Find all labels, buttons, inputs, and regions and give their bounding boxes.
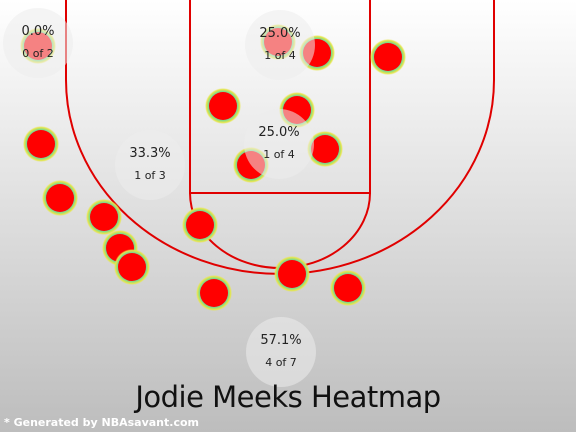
shot-marker [23,126,59,162]
shot-dot [334,274,362,302]
zone-count: 0 of 2 [22,47,54,60]
chart-title: Jodie Meeks Heatmap [135,380,441,414]
zone-bubble [246,317,316,387]
shot-marker [205,88,241,124]
shot-dot [311,135,339,163]
zone-left-corner-high: 0.0% 0 of 2 [3,8,73,78]
shot-marker [307,131,343,167]
zone-labels: 0.0% 0 of 2 25.0% 1 of 4 33.3% 1 of 3 25.0% 1 o… [3,8,316,387]
zone-count: 1 of 3 [134,169,166,182]
shot-dot [200,279,228,307]
zone-paint-mid: 25.0% 1 of 4 [244,109,314,179]
zone-percentage: 33.3% [129,146,170,161]
zone-percentage: 0.0% [21,24,54,39]
zone-bubble [115,130,185,200]
zone-top-of-key: 57.1% 4 of 7 [246,317,316,387]
footer-credit: * Generated by NBAsavant.com [4,416,199,429]
shot-dot [278,260,306,288]
shot-marker [182,207,218,243]
shot-marker [42,180,78,216]
zone-left-wing: 33.3% 1 of 3 [115,130,185,200]
zone-percentage: 25.0% [258,125,299,140]
shot-marker [274,256,310,292]
free-throw-lane [189,0,371,194]
shot-dot [209,92,237,120]
zone-count: 1 of 4 [263,148,295,161]
shot-dot [186,211,214,239]
shot-marker [370,39,406,75]
shot-dot [90,203,118,231]
zone-bubble [244,109,314,179]
zone-bubble [3,8,73,78]
zone-bubble [245,10,315,80]
shot-marker [196,275,232,311]
shot-dot [27,130,55,158]
shot-dot [374,43,402,71]
shot-marker [114,249,150,285]
zone-percentage: 25.0% [259,26,300,41]
zone-count: 1 of 4 [264,49,296,62]
shot-dot [118,253,146,281]
zone-paint-top: 25.0% 1 of 4 [245,10,315,80]
shot-dot [46,184,74,212]
zone-count: 4 of 7 [265,356,297,369]
shot-marker [86,199,122,235]
shot-marker [330,270,366,306]
zone-percentage: 57.1% [260,333,301,348]
